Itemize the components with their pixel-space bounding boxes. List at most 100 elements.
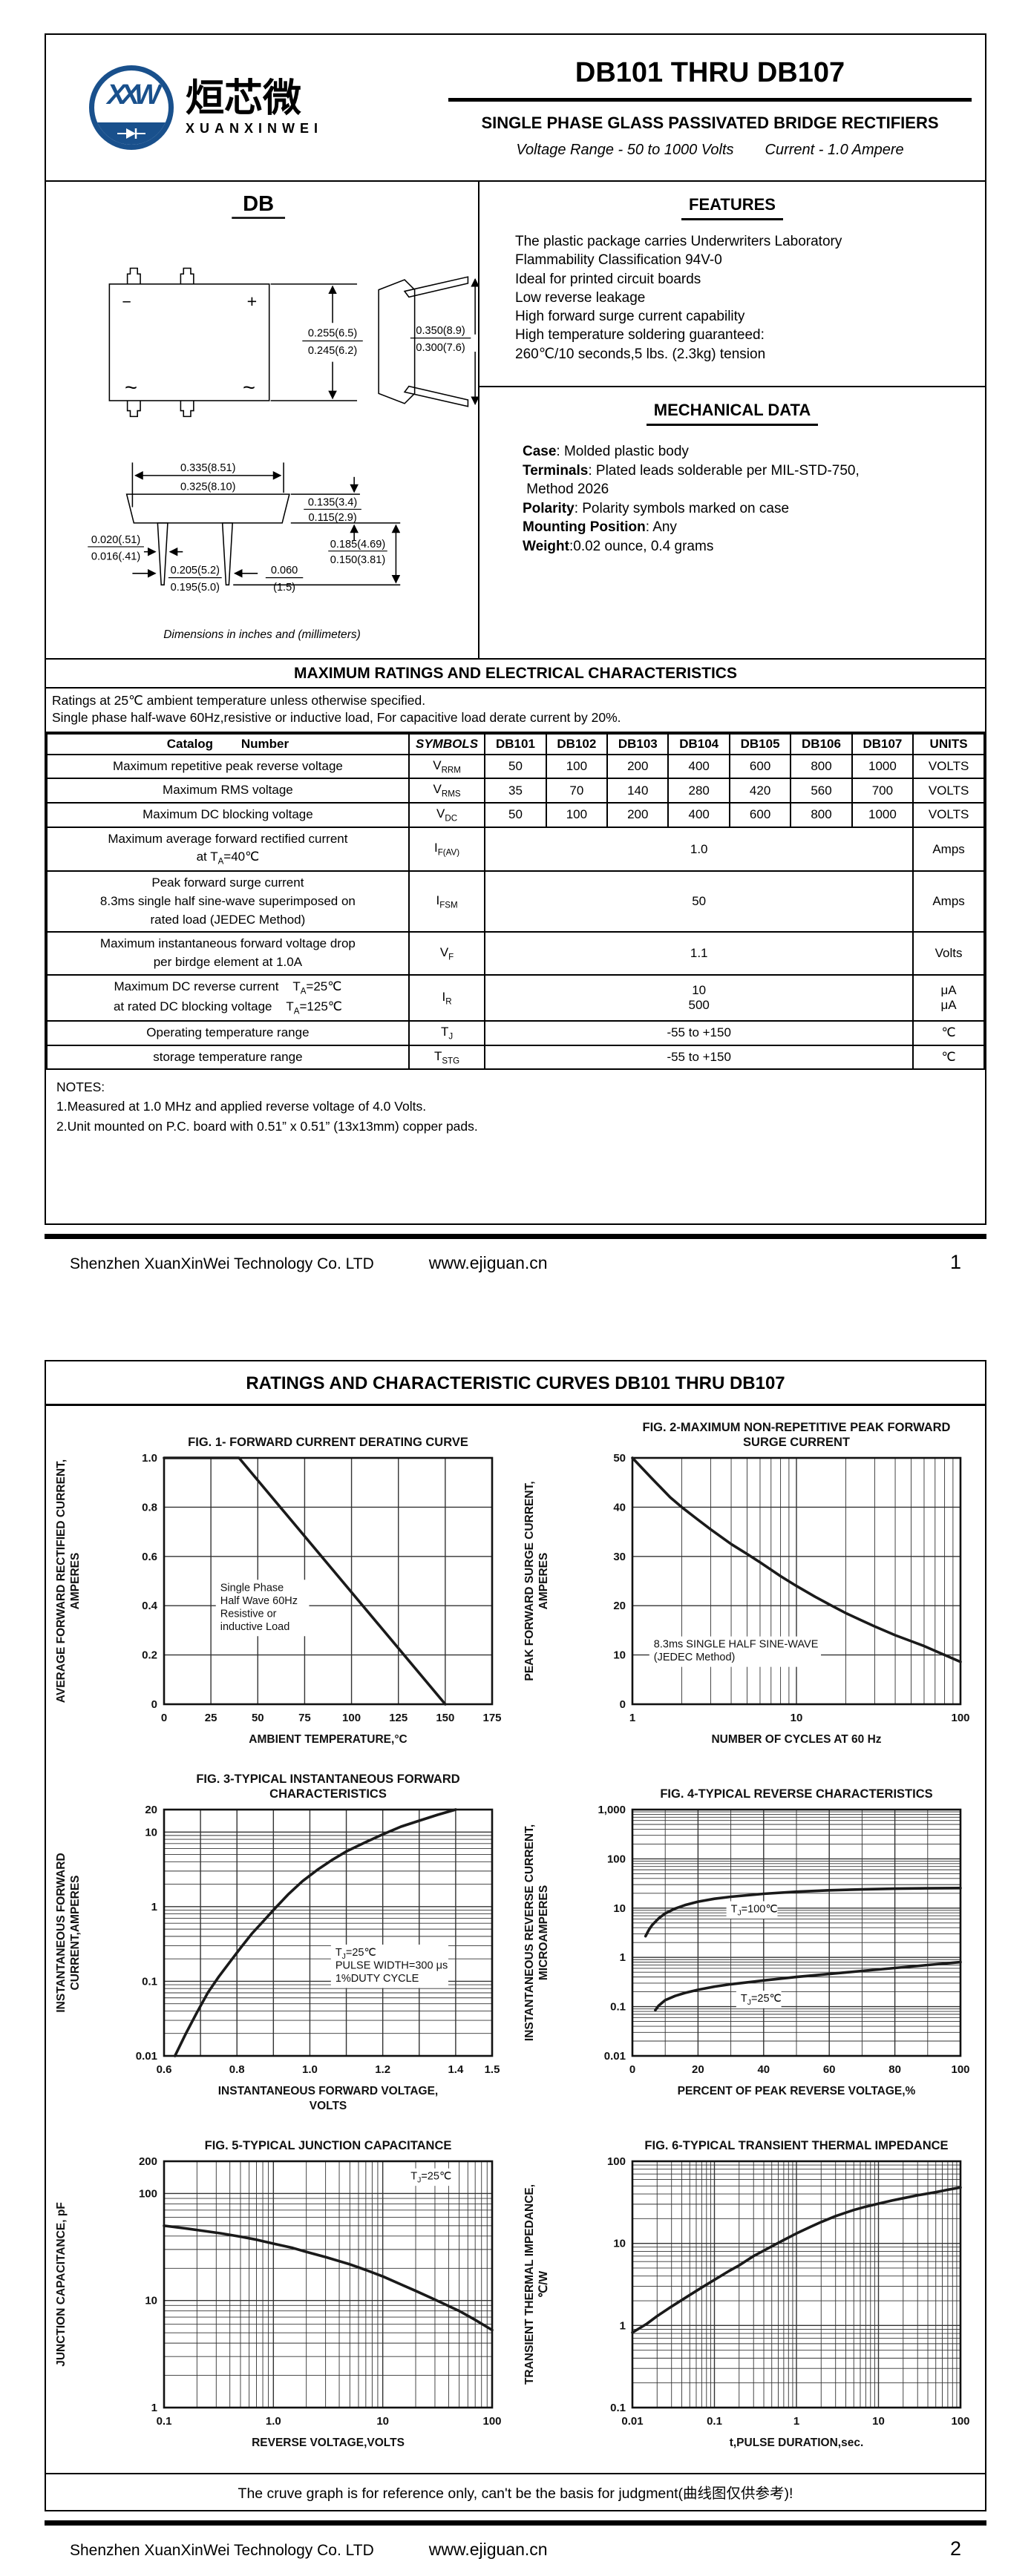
mech-data-line: Case: Molded plastic body <box>523 443 689 459</box>
annotation-text: (JEDEC Method) <box>654 1652 736 1663</box>
mechanical-data-section: MECHANICAL DATA Case: Molded plastic bod… <box>480 387 985 658</box>
y-tick-label: 1 <box>619 2319 625 2332</box>
page1-header: XXW 烜芯微 XUANXINWEI DB101 THRU DB107 SING… <box>46 35 985 182</box>
x-tick-label: 0.1 <box>707 2415 722 2428</box>
polarity-ac-2: ~ <box>243 376 255 400</box>
x-tick-label: 40 <box>757 2063 770 2076</box>
notes-heading: NOTES: <box>56 1080 105 1095</box>
dim-lead-width-max: 0.020(.51) <box>91 534 140 546</box>
x-tick-label: 1.5 <box>485 2063 500 2076</box>
symbol-cell: IFSM <box>408 870 486 933</box>
parameter-cell: Maximum repetitive peak reverse voltage <box>46 753 410 780</box>
x-tick-label: 1.0 <box>266 2415 281 2428</box>
annotation-bg <box>736 1991 782 2008</box>
symbol-cell: VDC <box>408 801 486 828</box>
chart-title: FIG. 6-TYPICAL TRANSIENT THERMAL IMPEDAN… <box>644 2139 948 2152</box>
y-axis-label: CURRENT,AMPERES <box>69 1875 82 1990</box>
y-axis-label: ℃/W <box>537 2270 550 2298</box>
symbols-header: SYMBOLS <box>408 732 486 755</box>
dim-width-min: 0.245(6.2) <box>308 345 357 357</box>
y-tick-label: 0.01 <box>604 2050 626 2063</box>
ratings-desc-line1: Ratings at 25℃ ambient temperature unles… <box>52 692 426 708</box>
y-tick-label: 30 <box>613 1551 626 1563</box>
logo-text: 烜芯微 XUANXINWEI <box>186 79 323 137</box>
model-header: DB105 <box>728 732 792 755</box>
value-cell: 560 <box>790 778 853 804</box>
units-header: UNITS <box>912 732 985 755</box>
symbol-cell: IF(AV) <box>408 826 486 873</box>
range-line: Voltage Range - 50 to 1000 Volts Current… <box>445 142 975 159</box>
feature-item: High forward surge current capability <box>515 309 745 325</box>
value-cell: 1000 <box>851 753 914 780</box>
mech-data-line: Terminals: Plated leads solderable per M… <box>523 462 860 479</box>
mech-data-line: Mounting Position: Any <box>523 519 677 536</box>
diode-icon <box>117 128 145 139</box>
logo-circle: XXW <box>89 65 174 150</box>
dim-lead-length-min: 0.150(3.81) <box>330 554 385 566</box>
footer-website[interactable]: www.ejiguan.cn <box>428 2539 548 2559</box>
current-rating: Current - 1.0 Ampere <box>765 141 904 158</box>
x-axis-label: NUMBER OF CYCLES AT 60 Hz <box>711 1733 881 1746</box>
value-cell: 35 <box>484 778 547 804</box>
y-axis-label: PEAK FORWARD SURGE CURRENT, <box>523 1481 536 1680</box>
mech-data-line: Weight:0.02 ounce, 0.4 grams <box>523 539 714 555</box>
fig1-chart: 1.0 0.8 0.6 0.4 0.2 00 25 50 75 100 125 150 175 Singl… <box>55 1436 502 1746</box>
y-tick-label: 0.01 <box>136 2050 157 2063</box>
note-item: 1.Measured at 1.0 MHz and applied revers… <box>56 1099 427 1114</box>
chart-title: FIG. 1- FORWARD CURRENT DERATING CURVE <box>188 1436 468 1449</box>
mechanical-data-list: Case: Molded plastic body Terminals: Plat… <box>480 438 985 556</box>
model-header: DB107 <box>851 732 914 755</box>
footer-rule <box>45 2520 986 2526</box>
value-cell: 700 <box>851 778 914 804</box>
value-cell: 800 <box>790 801 853 828</box>
package-diagram-cell: DB <box>46 182 480 658</box>
units-cell: Amps <box>912 826 985 873</box>
model-header: DB103 <box>606 732 670 755</box>
features-mech-column: FEATURES The plastic package carries Und… <box>478 182 985 658</box>
dim-body-max: 0.135(3.4) <box>308 497 357 509</box>
fig4-typical-reverse-characteristics: 1,000 100 10 1 0.1 0.01 0 20 40 60 80 100 TJ=100℃ TJ=… <box>520 1767 980 2118</box>
package-bottom-view <box>88 462 401 586</box>
x-axis-label: PERCENT OF PEAK REVERSE VOLTAGE,% <box>677 2085 915 2097</box>
y-tick-label: 100 <box>607 1853 626 1865</box>
features-heading: FEATURES <box>480 195 985 220</box>
dim-height-max: 0.350(8.9) <box>416 325 465 337</box>
chart-title: SURGE CURRENT <box>743 1436 850 1449</box>
x-tick-label: 150 <box>436 1712 455 1724</box>
package-side-view <box>378 276 480 407</box>
dim-lead-width-min: 0.016(.41) <box>91 551 140 562</box>
x-tick-label: 1.0 <box>302 2063 318 2076</box>
x-tick-label: 10 <box>790 1712 802 1724</box>
curve-vf <box>174 1808 457 2057</box>
annotation-bg <box>216 1580 310 1637</box>
symbol-cell: TSTG <box>408 1044 486 1071</box>
table-row: Maximum DC reverse current TA=25℃ at rate… <box>46 973 985 1022</box>
value-cell: 50 <box>484 801 547 828</box>
y-tick-label: 0.1 <box>610 2402 626 2414</box>
value-cell: 100 <box>545 801 609 828</box>
table-row: storage temperature range TSTG -55 to +150… <box>46 1044 985 1071</box>
y-tick-label: 0.4 <box>142 1600 158 1612</box>
x-tick-label: 60 <box>823 2063 836 2076</box>
units-cell: Amps <box>912 870 985 933</box>
x-tick-label: 50 <box>252 1712 264 1724</box>
x-axis-label: t,PULSE DURATION,sec. <box>729 2437 863 2449</box>
plot-border <box>163 1456 494 1706</box>
y-tick-label: 20 <box>613 1600 626 1612</box>
parameter-cell: Maximum instantaneous forward voltage dr… <box>46 931 410 976</box>
package-dimension-labels: − + ~ ~ 0.255(6.5) 0.245(6.2) 0.350(8.9)… <box>91 292 465 641</box>
x-tick-label: 100 <box>342 1712 361 1724</box>
top-margin <box>0 0 1031 33</box>
footer-website[interactable]: www.ejiguan.cn <box>428 1252 548 1272</box>
dim-height-min: 0.300(7.6) <box>416 342 465 354</box>
y-tick-label: 10 <box>145 2295 158 2307</box>
value-cell: 400 <box>667 753 730 780</box>
footer-row: Shenzhen XuanXinWei Technology Co. LTD w… <box>45 1239 986 1274</box>
model-header: DB101 <box>484 732 547 755</box>
chart-title: FIG. 4-TYPICAL REVERSE CHARACTERISTICS <box>660 1787 932 1801</box>
dim-standoff-mm: (1.5) <box>273 582 295 594</box>
dim-pitch-max: 0.335(8.51) <box>180 462 235 474</box>
feature-item: Ideal for printed circuit boards <box>515 271 701 287</box>
fig5-chart: 200 100 10 10.1 1.0 10 100 TJ=25℃ FIG. 5-TYPICAL… <box>55 2139 502 2449</box>
package-name: DB <box>243 192 274 216</box>
